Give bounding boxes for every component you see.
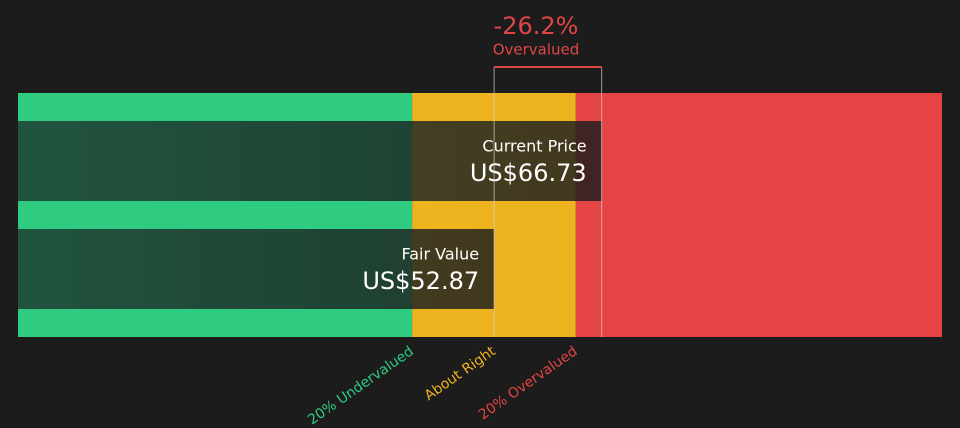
bar-name: Fair Value — [402, 245, 480, 264]
percent-label: -26.2% — [494, 12, 579, 40]
value-bar — [18, 121, 602, 201]
value-bar — [18, 229, 495, 309]
bar-name: Current Price — [482, 137, 586, 156]
bar-value: US$66.73 — [470, 159, 587, 187]
verdict-label: Overvalued — [493, 41, 580, 59]
zone — [575, 93, 942, 337]
bar-value: US$52.87 — [362, 267, 479, 295]
